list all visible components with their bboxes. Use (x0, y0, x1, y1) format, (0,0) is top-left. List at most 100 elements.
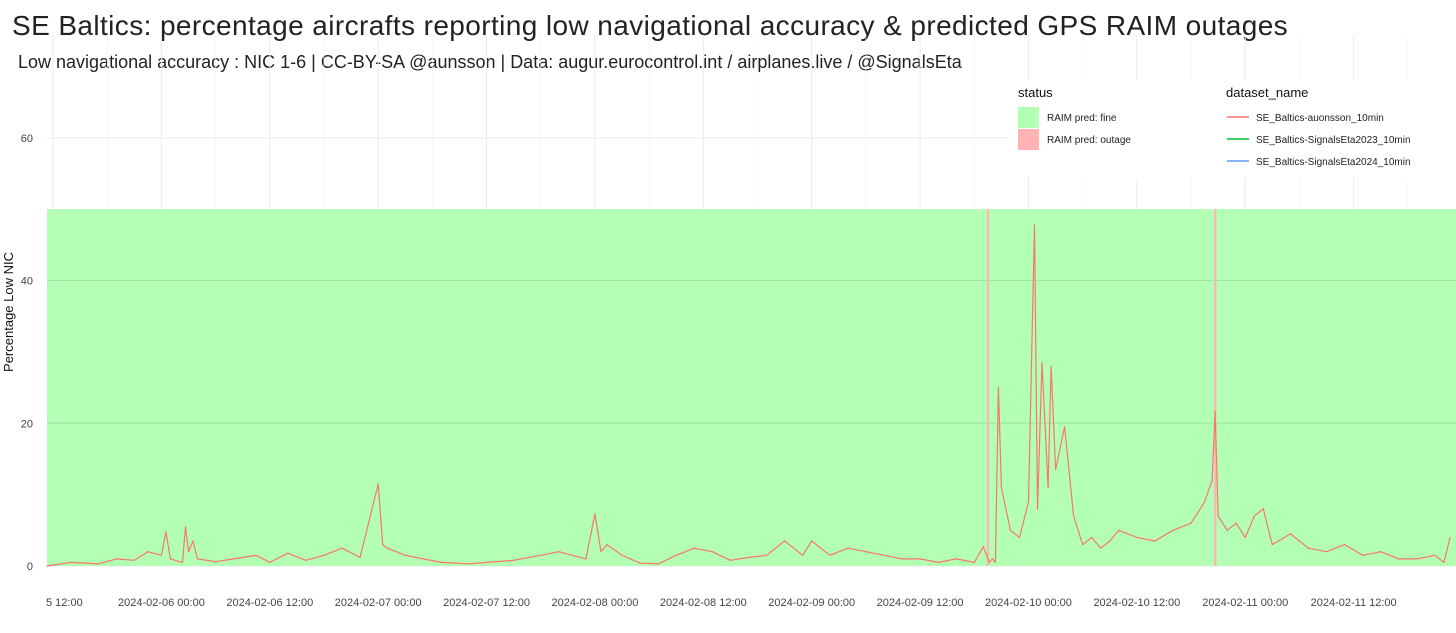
grid-overlay (47, 280, 1456, 424)
legend-label: SE_Baltics-SignalsEta2024_10min (1256, 157, 1411, 168)
series-point (377, 483, 379, 485)
raim-status-band (47, 209, 1456, 566)
raim-outage-band (1214, 209, 1217, 566)
series-point (359, 556, 361, 559)
series-point (305, 559, 307, 561)
series-point (621, 554, 623, 556)
series-point (919, 558, 921, 560)
series-point (513, 559, 515, 561)
legend-swatch (1018, 129, 1039, 150)
series-point (1211, 479, 1213, 481)
x-tick-label: 2024-02-08 00:00 (552, 597, 639, 609)
chart-title: SE Baltics: percentage aircrafts reporti… (12, 10, 1289, 41)
legend-title-status: status (1018, 85, 1053, 100)
series-point (1100, 547, 1102, 549)
series-line (46, 224, 1451, 567)
series-point (386, 547, 388, 549)
series-point (1118, 529, 1120, 531)
series-point (747, 556, 750, 559)
series-point (70, 561, 72, 564)
series-point (1416, 558, 1418, 560)
x-tick-label: 5 12:00 (46, 597, 83, 609)
series-point (485, 561, 488, 564)
series-point (600, 551, 602, 553)
legend-label: RAIM pred: fine (1047, 113, 1117, 124)
chart-subtitle: Low navigational accuracy : NIC 1-6 | CC… (18, 52, 962, 72)
series-point (1047, 486, 1049, 489)
series-point (1018, 536, 1021, 539)
series-point (729, 559, 732, 561)
series-point (1154, 540, 1156, 542)
series-point (147, 551, 149, 553)
legend-label: SE_Baltics-SignalsEta2023_10min (1256, 135, 1411, 146)
series-point (233, 558, 235, 560)
series-point (973, 561, 975, 564)
series-point (883, 554, 885, 556)
series-point (657, 563, 659, 565)
x-tick-label: 2024-02-11 12:00 (1311, 597, 1397, 609)
series-point (988, 561, 990, 564)
series-point (991, 558, 993, 560)
series-point (711, 551, 713, 553)
series-point (422, 558, 424, 560)
series-point (196, 558, 199, 560)
series-point (323, 554, 325, 556)
series-point (829, 554, 831, 556)
x-tick-label: 2024-02-07 00:00 (335, 597, 422, 609)
x-axis-ticks: 5 12:00 2024-02-06 00:00 2024-02-06 12:00 2… (46, 597, 1397, 609)
series-point (214, 561, 217, 563)
series-lines (46, 224, 1451, 567)
series-point (46, 565, 48, 567)
series-point (1073, 515, 1075, 517)
series-point (1091, 536, 1093, 539)
series-point (1050, 365, 1052, 367)
series-point (133, 559, 135, 561)
series-point (1054, 469, 1057, 471)
series-point (1172, 529, 1174, 531)
series-point (255, 554, 257, 556)
series-point (1380, 551, 1382, 553)
series-point (1190, 522, 1192, 524)
series-point (693, 547, 695, 549)
series-point (982, 546, 984, 548)
series-point (184, 526, 187, 528)
series-point (765, 554, 768, 556)
series-point (1362, 554, 1364, 556)
series-point (1271, 543, 1273, 546)
raim-fine-band (47, 209, 1456, 566)
series-point (165, 531, 167, 533)
x-tick-label: 2024-02-06 00:00 (118, 597, 205, 609)
series-point (585, 558, 587, 560)
series-point (1009, 529, 1012, 531)
series-point (1109, 540, 1111, 542)
x-tick-label: 2024-02-07 12:00 (443, 597, 530, 609)
series-point (1226, 529, 1228, 531)
series-point (187, 551, 190, 553)
x-tick-label: 2024-02-09 12:00 (877, 597, 964, 609)
series-point (997, 386, 999, 389)
series-point (937, 561, 939, 564)
raim-outage-band (986, 209, 990, 566)
series-point (1398, 558, 1400, 560)
series-point (1253, 515, 1255, 517)
x-tick-label: 2024-02-10 00:00 (985, 597, 1072, 609)
series-point (1262, 508, 1264, 510)
series-point (540, 554, 542, 556)
series-point (1344, 543, 1346, 546)
series-point (1033, 224, 1036, 226)
legend-title-dataset: dataset_name (1226, 85, 1308, 100)
y-tick-label: 40 (21, 276, 33, 288)
series-point (169, 558, 172, 560)
series-point (639, 562, 641, 564)
legend-label: RAIM pred: outage (1047, 135, 1131, 146)
series-point (160, 554, 163, 556)
series-point (955, 558, 957, 560)
x-tick-label: 2024-02-10 12:00 (1093, 597, 1180, 609)
series-point (558, 551, 560, 553)
y-axis-label: Percentage Low NIC (1, 252, 16, 372)
x-tick-label: 2024-02-09 00:00 (768, 597, 855, 609)
y-tick-label: 60 (21, 133, 33, 145)
series-point (97, 563, 99, 565)
legend-label: SE_Baltics-auonsson_10min (1256, 113, 1384, 124)
